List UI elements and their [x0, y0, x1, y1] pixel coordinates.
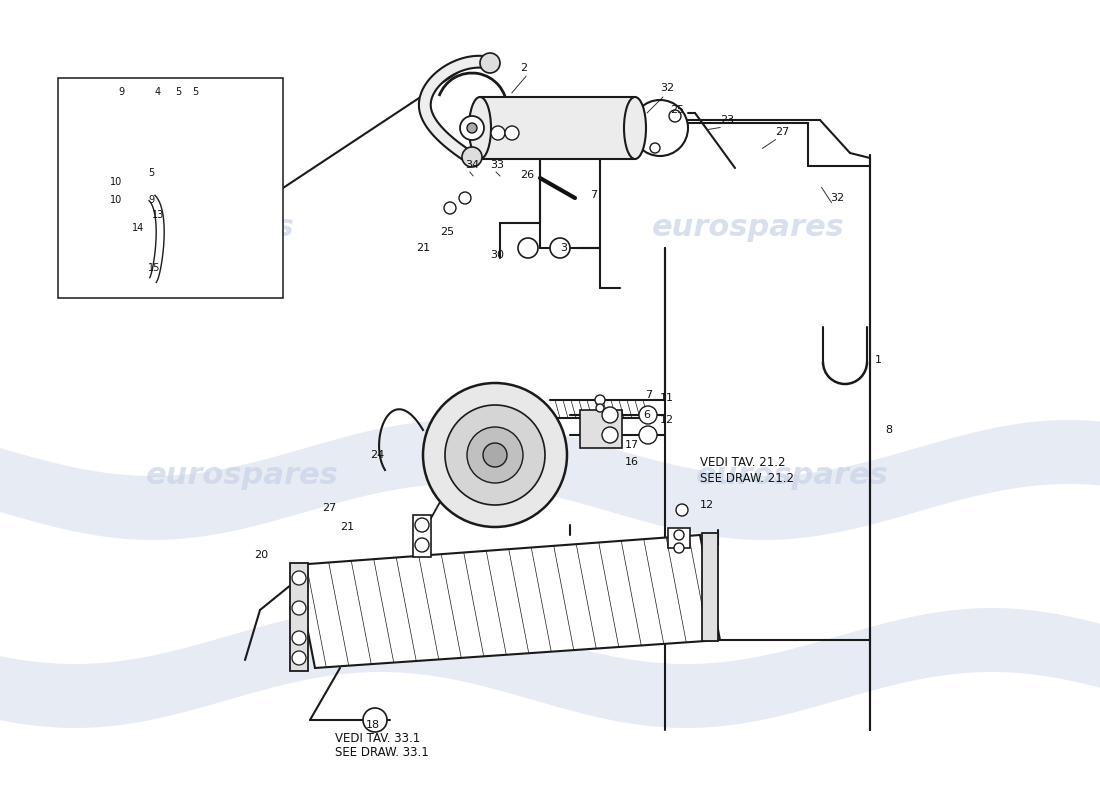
Text: 24: 24 [370, 450, 384, 460]
Text: VEDI TAV. 33.1: VEDI TAV. 33.1 [336, 731, 420, 745]
Circle shape [363, 708, 387, 732]
Circle shape [550, 238, 570, 258]
Text: 27: 27 [776, 127, 790, 137]
Circle shape [505, 126, 519, 140]
Text: 7: 7 [590, 190, 597, 200]
Text: 20: 20 [254, 550, 268, 560]
Text: 5: 5 [192, 87, 198, 97]
Text: 14: 14 [132, 223, 144, 233]
Polygon shape [295, 535, 720, 668]
Text: 15: 15 [148, 263, 161, 273]
Circle shape [292, 631, 306, 645]
Text: 8: 8 [886, 425, 892, 435]
Text: 5: 5 [148, 168, 154, 178]
Circle shape [602, 427, 618, 443]
Text: 27: 27 [322, 503, 337, 513]
Text: 10: 10 [110, 195, 122, 205]
Text: 21: 21 [416, 243, 430, 253]
Text: 12: 12 [660, 415, 674, 425]
Text: 12: 12 [700, 500, 714, 510]
Circle shape [460, 116, 484, 140]
Text: eurospares: eurospares [101, 214, 295, 242]
Circle shape [676, 504, 688, 516]
Text: 16: 16 [625, 457, 639, 467]
Text: 34: 34 [465, 160, 480, 170]
Text: 30: 30 [490, 250, 504, 260]
Text: 33: 33 [490, 160, 504, 170]
Text: 17: 17 [625, 440, 639, 450]
Bar [412, 515, 431, 557]
Circle shape [424, 383, 566, 527]
Circle shape [292, 601, 306, 615]
Circle shape [459, 192, 471, 204]
Circle shape [462, 147, 482, 167]
Circle shape [491, 126, 505, 140]
Bar [290, 563, 308, 671]
Circle shape [415, 518, 429, 532]
Circle shape [468, 427, 522, 483]
Circle shape [518, 238, 538, 258]
Circle shape [639, 426, 657, 444]
Text: VEDI TAV. 21.2: VEDI TAV. 21.2 [700, 455, 785, 469]
Bar [580, 410, 622, 448]
Circle shape [176, 114, 184, 122]
Circle shape [145, 105, 155, 115]
Bar [58, 78, 283, 298]
Ellipse shape [469, 97, 491, 159]
Text: SEE DRAW. 21.2: SEE DRAW. 21.2 [700, 471, 794, 485]
Text: 21: 21 [340, 522, 354, 532]
Circle shape [292, 651, 306, 665]
Text: 32: 32 [660, 83, 674, 93]
Text: 6: 6 [644, 410, 650, 420]
Text: eurospares: eurospares [145, 462, 339, 490]
Text: 4: 4 [155, 87, 161, 97]
Text: 2: 2 [520, 63, 527, 73]
Circle shape [292, 571, 306, 585]
Text: eurospares: eurospares [695, 462, 889, 490]
Text: 11: 11 [660, 393, 674, 403]
Circle shape [144, 178, 152, 186]
Text: 13: 13 [152, 210, 164, 220]
Bar [668, 528, 690, 548]
Circle shape [483, 443, 507, 467]
Circle shape [468, 123, 477, 133]
Text: 9: 9 [148, 195, 154, 205]
Text: 7: 7 [645, 390, 652, 400]
Circle shape [669, 110, 681, 122]
Circle shape [602, 407, 618, 423]
Bar [175, 140, 245, 230]
Circle shape [650, 143, 660, 153]
Circle shape [639, 406, 657, 424]
Text: 10: 10 [110, 177, 122, 187]
Circle shape [674, 543, 684, 553]
Text: 3: 3 [560, 243, 566, 253]
Circle shape [674, 530, 684, 540]
Text: 32: 32 [830, 193, 844, 203]
Bar [702, 533, 718, 641]
Text: eurospares: eurospares [651, 214, 845, 242]
Bar [480, 97, 635, 159]
Circle shape [595, 395, 605, 405]
Circle shape [116, 185, 125, 195]
Text: 23: 23 [720, 115, 734, 125]
Text: 26: 26 [520, 170, 535, 180]
Circle shape [444, 202, 456, 214]
Text: 5: 5 [175, 87, 182, 97]
Text: 25: 25 [670, 105, 684, 115]
Circle shape [446, 405, 544, 505]
Circle shape [480, 53, 501, 73]
Circle shape [596, 404, 604, 412]
Circle shape [176, 98, 184, 106]
Text: 1: 1 [874, 355, 882, 365]
Text: 18: 18 [366, 720, 381, 730]
Circle shape [415, 538, 429, 552]
Circle shape [144, 194, 152, 202]
Text: 9: 9 [118, 87, 124, 97]
Text: SEE DRAW. 33.1: SEE DRAW. 33.1 [336, 746, 429, 759]
Text: 25: 25 [440, 227, 454, 237]
Ellipse shape [624, 97, 646, 159]
